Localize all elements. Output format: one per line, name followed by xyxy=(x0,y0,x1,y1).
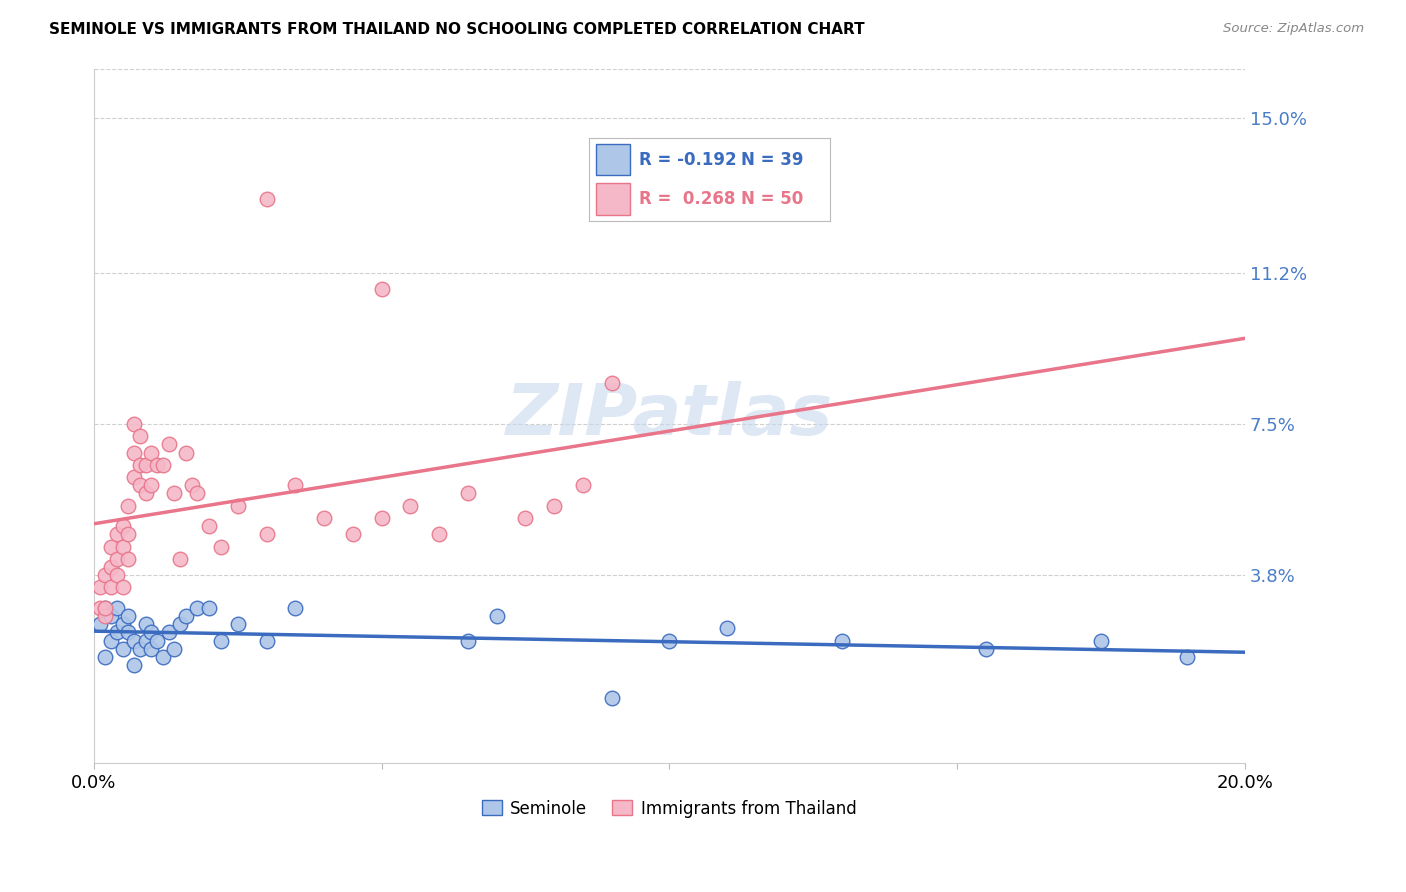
Point xyxy=(117,551,139,566)
Point xyxy=(100,633,122,648)
Point xyxy=(129,458,152,472)
Point xyxy=(209,540,232,554)
Point xyxy=(94,609,117,624)
Point xyxy=(163,486,186,500)
Point xyxy=(111,540,134,554)
Point xyxy=(105,568,128,582)
Point xyxy=(135,486,157,500)
Point xyxy=(209,633,232,648)
Point xyxy=(135,617,157,632)
Legend: Seminole, Immigrants from Thailand: Seminole, Immigrants from Thailand xyxy=(475,793,863,824)
Point xyxy=(122,417,145,431)
Point xyxy=(89,600,111,615)
Point xyxy=(543,499,565,513)
Point xyxy=(169,551,191,566)
Point xyxy=(111,519,134,533)
Point xyxy=(94,600,117,615)
Point xyxy=(152,458,174,472)
Point xyxy=(100,540,122,554)
Point xyxy=(157,625,180,640)
Point xyxy=(105,551,128,566)
Point xyxy=(427,527,450,541)
Point xyxy=(141,625,163,640)
Point xyxy=(111,617,134,632)
Point xyxy=(186,600,208,615)
Point xyxy=(180,478,202,492)
Point xyxy=(284,600,307,615)
Point xyxy=(485,609,508,624)
Point xyxy=(129,478,152,492)
Point xyxy=(974,641,997,656)
Point xyxy=(94,568,117,582)
Point xyxy=(600,376,623,391)
Point xyxy=(174,609,197,624)
Point xyxy=(100,560,122,574)
Point xyxy=(600,690,623,705)
Point xyxy=(117,609,139,624)
Text: SEMINOLE VS IMMIGRANTS FROM THAILAND NO SCHOOLING COMPLETED CORRELATION CHART: SEMINOLE VS IMMIGRANTS FROM THAILAND NO … xyxy=(49,22,865,37)
Point xyxy=(141,445,163,459)
Point xyxy=(169,617,191,632)
Point xyxy=(122,633,145,648)
Point xyxy=(457,633,479,648)
Point xyxy=(198,600,221,615)
Point xyxy=(100,581,122,595)
Point xyxy=(457,486,479,500)
Point xyxy=(122,445,145,459)
Point xyxy=(370,511,392,525)
Point xyxy=(256,192,278,206)
Point xyxy=(186,486,208,500)
Point xyxy=(135,458,157,472)
Point xyxy=(831,633,853,648)
Point xyxy=(105,625,128,640)
Point xyxy=(256,527,278,541)
Point xyxy=(256,633,278,648)
Point xyxy=(117,527,139,541)
Point xyxy=(129,429,152,443)
Point xyxy=(111,581,134,595)
Point xyxy=(141,478,163,492)
Point xyxy=(174,445,197,459)
Point xyxy=(1090,633,1112,648)
Point xyxy=(658,633,681,648)
Point xyxy=(117,625,139,640)
Point xyxy=(117,499,139,513)
Point xyxy=(198,519,221,533)
Point xyxy=(572,478,595,492)
Point xyxy=(716,621,738,635)
Point xyxy=(122,470,145,484)
Point xyxy=(342,527,364,541)
Text: Source: ZipAtlas.com: Source: ZipAtlas.com xyxy=(1223,22,1364,36)
Point xyxy=(141,641,163,656)
Point xyxy=(226,617,249,632)
Point xyxy=(111,641,134,656)
Point xyxy=(152,649,174,664)
Point xyxy=(515,511,537,525)
Point xyxy=(94,649,117,664)
Point xyxy=(89,617,111,632)
Point xyxy=(146,633,169,648)
Point xyxy=(105,527,128,541)
Point xyxy=(370,282,392,296)
Point xyxy=(122,658,145,673)
Point xyxy=(399,499,422,513)
Point xyxy=(129,641,152,656)
Point xyxy=(100,609,122,624)
Point xyxy=(163,641,186,656)
Point xyxy=(89,581,111,595)
Point xyxy=(146,458,169,472)
Point xyxy=(135,633,157,648)
Point xyxy=(105,600,128,615)
Point xyxy=(1175,649,1198,664)
Point xyxy=(312,511,335,525)
Point xyxy=(94,600,117,615)
Text: ZIPatlas: ZIPatlas xyxy=(506,381,832,450)
Point xyxy=(157,437,180,451)
Point xyxy=(226,499,249,513)
Point xyxy=(284,478,307,492)
